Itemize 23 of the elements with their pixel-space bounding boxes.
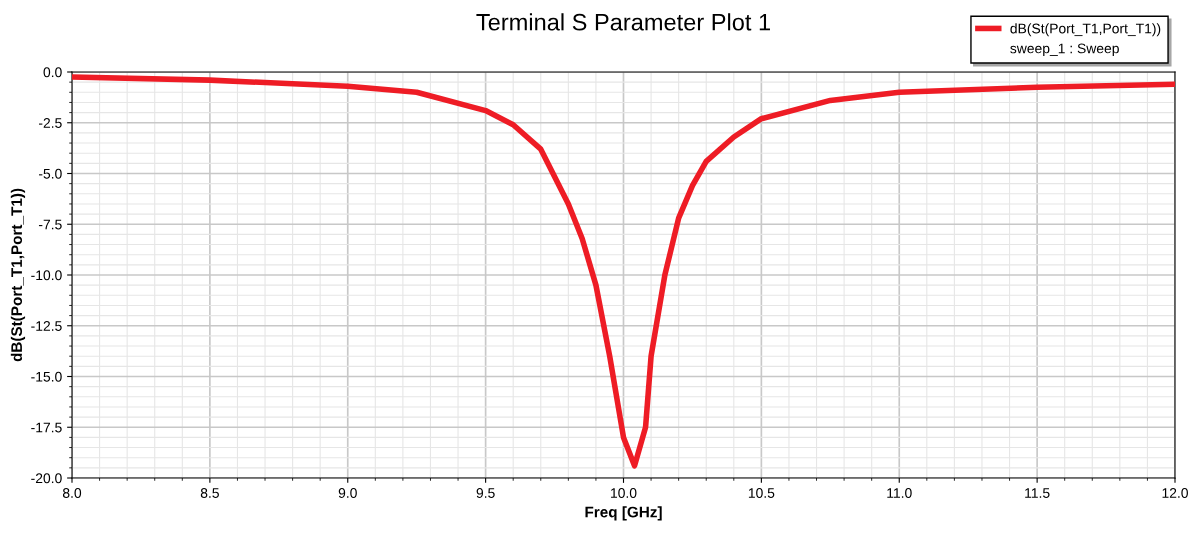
text: sweep_1 : Sweep — [1010, 43, 1119, 57]
y-tick-label: -5.0 — [38, 168, 62, 179]
y-axis-title: dB(St(Port_T1,Port_T1)) — [10, 188, 26, 362]
x-tick-label: 11.5 — [1025, 488, 1050, 498]
x-tick-label: 10.5 — [748, 488, 775, 498]
x-axis-title: Freq [GHz] — [585, 506, 662, 521]
y-tick-label: -15.0 — [31, 371, 62, 382]
y-tick-label: -2.5 — [38, 118, 62, 128]
x-tick-label: 12.0 — [1162, 488, 1188, 498]
x-tick-label: 11.0 — [887, 488, 912, 498]
chart-title: Terminal S Parameter Plot 1 — [476, 13, 770, 31]
y-tick-label: 0.0 — [43, 67, 62, 78]
legend-label: dB(St(Port_T1,Port_T1)) — [1010, 23, 1161, 37]
y-tick-label: -10.0 — [31, 270, 62, 281]
y-tick-label: -12.5 — [31, 321, 62, 331]
y-tick-label: -7.5 — [38, 219, 62, 230]
x-tick-label: 8.5 — [200, 488, 219, 498]
x-tick-label: 9.0 — [338, 488, 357, 498]
y-tick-label: -17.5 — [31, 422, 62, 433]
y-tick-label: -20.0 — [31, 473, 62, 484]
x-tick-label: 9.5 — [476, 488, 495, 498]
x-tick-label: 8.0 — [62, 488, 82, 498]
x-tick-label: 10.0 — [611, 488, 637, 498]
